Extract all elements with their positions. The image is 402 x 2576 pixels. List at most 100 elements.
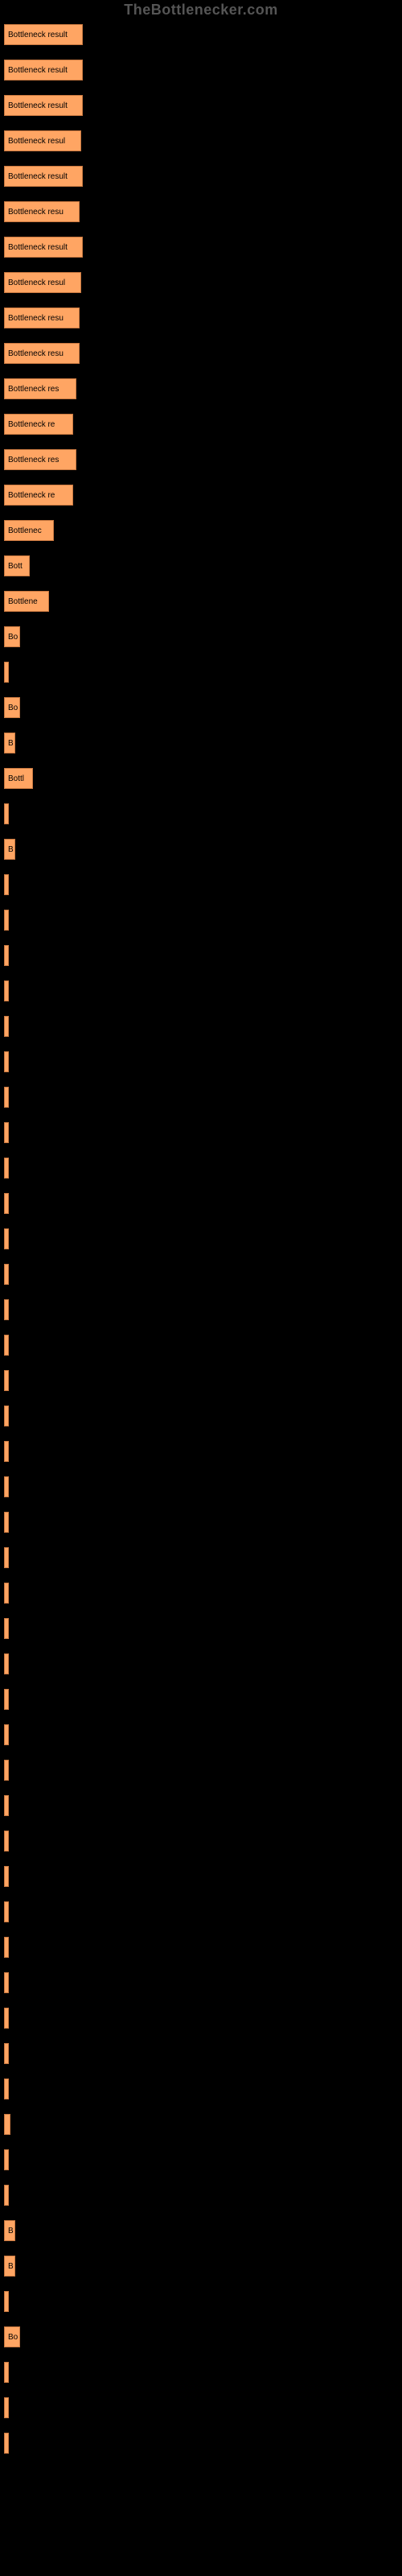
chart-row bbox=[4, 2291, 402, 2312]
chart-row bbox=[4, 874, 402, 895]
watermark-text: TheBottlenecker.com bbox=[124, 2, 278, 19]
chart-bar bbox=[4, 1441, 9, 1462]
chart-bar bbox=[4, 1087, 9, 1108]
chart-bar bbox=[4, 945, 9, 966]
chart-row bbox=[4, 1441, 402, 1462]
chart-bar bbox=[4, 2362, 9, 2383]
chart-bar bbox=[4, 1406, 9, 1426]
chart-row bbox=[4, 1972, 402, 1993]
chart-bar: Bott bbox=[4, 555, 30, 576]
chart-bar bbox=[4, 1370, 9, 1391]
chart-bar bbox=[4, 1335, 9, 1356]
chart-row bbox=[4, 1193, 402, 1214]
chart-row bbox=[4, 1760, 402, 1781]
chart-bar bbox=[4, 2433, 9, 2454]
chart-bar: Bo bbox=[4, 626, 20, 647]
chart-bar bbox=[4, 1724, 9, 1745]
chart-row bbox=[4, 1547, 402, 1568]
chart-row bbox=[4, 1158, 402, 1179]
chart-bar bbox=[4, 1547, 9, 1568]
chart-row: Bottlene bbox=[4, 591, 402, 612]
chart-row bbox=[4, 1299, 402, 1320]
chart-row bbox=[4, 2079, 402, 2099]
chart-row bbox=[4, 1051, 402, 1072]
chart-row bbox=[4, 1937, 402, 1958]
chart-bar: Bottleneck resu bbox=[4, 308, 80, 328]
chart-row bbox=[4, 2008, 402, 2029]
chart-row bbox=[4, 1512, 402, 1533]
chart-bar bbox=[4, 1795, 9, 1816]
chart-row: Bottleneck resu bbox=[4, 201, 402, 222]
chart-row bbox=[4, 1087, 402, 1108]
chart-bar: Bottleneck resul bbox=[4, 272, 81, 293]
chart-bar: B bbox=[4, 2256, 15, 2277]
chart-row bbox=[4, 1476, 402, 1497]
chart-row: Bottleneck re bbox=[4, 414, 402, 435]
chart-row: Bottleneck resul bbox=[4, 272, 402, 293]
chart-bar bbox=[4, 1512, 9, 1533]
chart-row bbox=[4, 945, 402, 966]
chart-row bbox=[4, 1831, 402, 1852]
chart-bar bbox=[4, 2079, 9, 2099]
chart-bar: Bottlenec bbox=[4, 520, 54, 541]
chart-row bbox=[4, 1335, 402, 1356]
chart-bar: Bottleneck result bbox=[4, 60, 83, 80]
chart-bar bbox=[4, 2397, 9, 2418]
chart-row bbox=[4, 1724, 402, 1745]
chart-row: B bbox=[4, 839, 402, 860]
chart-row: Bottleneck result bbox=[4, 24, 402, 45]
chart-row bbox=[4, 980, 402, 1001]
chart-row bbox=[4, 662, 402, 683]
chart-row: B bbox=[4, 733, 402, 753]
chart-row bbox=[4, 1122, 402, 1143]
chart-bar: Bo bbox=[4, 697, 20, 718]
chart-bar: B bbox=[4, 733, 15, 753]
chart-bar bbox=[4, 1653, 9, 1674]
chart-bar bbox=[4, 1866, 9, 1887]
chart-row: B bbox=[4, 2256, 402, 2277]
chart-bar: Bottleneck result bbox=[4, 24, 83, 45]
chart-bar bbox=[4, 1760, 9, 1781]
chart-row: Bottleneck result bbox=[4, 166, 402, 187]
chart-row bbox=[4, 2149, 402, 2170]
chart-bar: B bbox=[4, 839, 15, 860]
chart-row bbox=[4, 1228, 402, 1249]
chart-bar: Bo bbox=[4, 2326, 20, 2347]
chart-row bbox=[4, 2114, 402, 2135]
chart-row: Bottleneck resul bbox=[4, 130, 402, 151]
chart-row bbox=[4, 2397, 402, 2418]
chart-bar bbox=[4, 1689, 9, 1710]
chart-row: Bottleneck res bbox=[4, 378, 402, 399]
chart-row: Bottleneck resu bbox=[4, 343, 402, 364]
chart-row bbox=[4, 1901, 402, 1922]
chart-bar: Bottlene bbox=[4, 591, 49, 612]
chart-row bbox=[4, 1866, 402, 1887]
chart-bar bbox=[4, 1016, 9, 1037]
chart-bar bbox=[4, 1901, 9, 1922]
chart-bar bbox=[4, 1618, 9, 1639]
chart-bar bbox=[4, 1831, 9, 1852]
chart-bar: Bottleneck result bbox=[4, 95, 83, 116]
chart-row bbox=[4, 1264, 402, 1285]
chart-bar: Bottleneck re bbox=[4, 414, 73, 435]
chart-row bbox=[4, 1406, 402, 1426]
chart-bar bbox=[4, 2008, 9, 2029]
chart-row: Bo bbox=[4, 626, 402, 647]
chart-bar bbox=[4, 1193, 9, 1214]
chart-bar bbox=[4, 1937, 9, 1958]
chart-row: Bottleneck result bbox=[4, 95, 402, 116]
chart-bar bbox=[4, 2149, 9, 2170]
chart-row: Bottl bbox=[4, 768, 402, 789]
chart-row bbox=[4, 1583, 402, 1604]
chart-bar bbox=[4, 1158, 9, 1179]
chart-bar: Bottleneck result bbox=[4, 166, 83, 187]
chart-row bbox=[4, 1016, 402, 1037]
chart-bar bbox=[4, 1051, 9, 1072]
chart-bar bbox=[4, 910, 9, 931]
chart-bar bbox=[4, 2114, 10, 2135]
chart-bar bbox=[4, 803, 9, 824]
chart-bar: Bottleneck resu bbox=[4, 343, 80, 364]
chart-row: Bottleneck res bbox=[4, 449, 402, 470]
chart-bar bbox=[4, 1264, 9, 1285]
chart-bar: Bottleneck result bbox=[4, 237, 83, 258]
